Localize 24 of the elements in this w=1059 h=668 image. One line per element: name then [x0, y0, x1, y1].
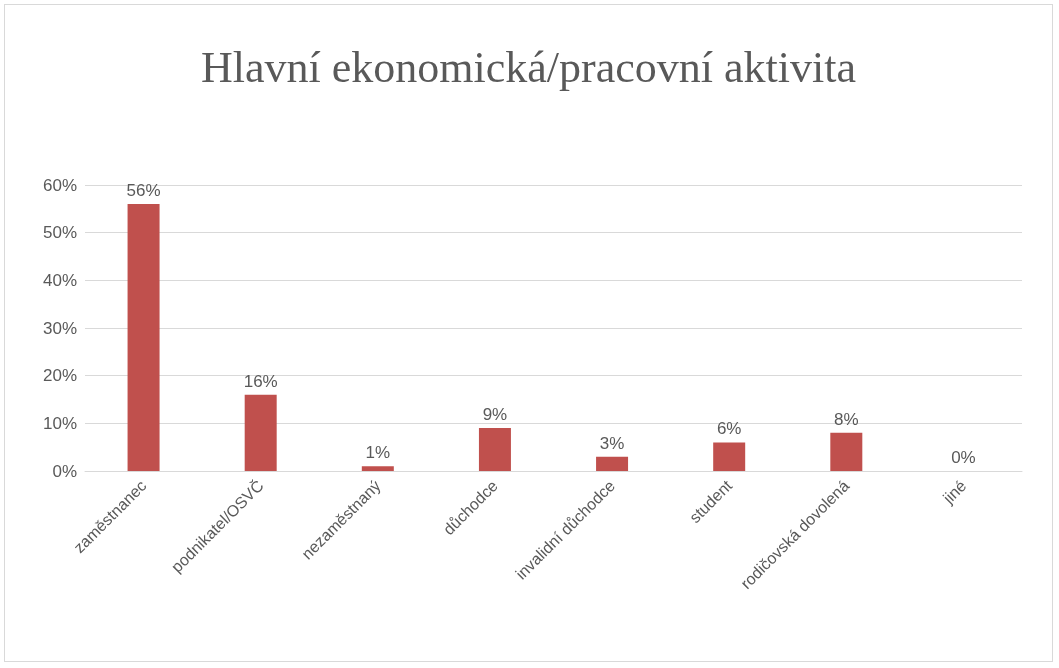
bar [596, 456, 629, 471]
y-tick-label: 20% [42, 366, 77, 386]
chart-title: Hlavní ekonomická/pracovní aktivita [201, 42, 856, 92]
data-label: 8% [834, 409, 859, 429]
data-label: 56% [126, 181, 161, 201]
y-tick-label: 10% [42, 413, 77, 433]
data-label: 3% [599, 433, 625, 453]
bar [127, 204, 160, 471]
data-label: 16% [243, 371, 278, 391]
y-tick-label: 60% [42, 175, 77, 195]
x-tick-label: jiné [939, 476, 970, 508]
y-tick-label: 0% [52, 461, 77, 481]
bar [361, 466, 394, 471]
data-label: 0% [951, 448, 976, 467]
bar [713, 442, 746, 471]
bar [478, 428, 511, 471]
bar [244, 394, 277, 471]
y-tick-label: 30% [42, 318, 77, 338]
data-label: 9% [482, 405, 508, 425]
data-label: 1% [365, 443, 391, 463]
data-label: 6% [716, 419, 742, 439]
bar [830, 432, 863, 471]
y-tick-label: 40% [42, 270, 77, 290]
y-tick-label: 50% [42, 223, 77, 243]
